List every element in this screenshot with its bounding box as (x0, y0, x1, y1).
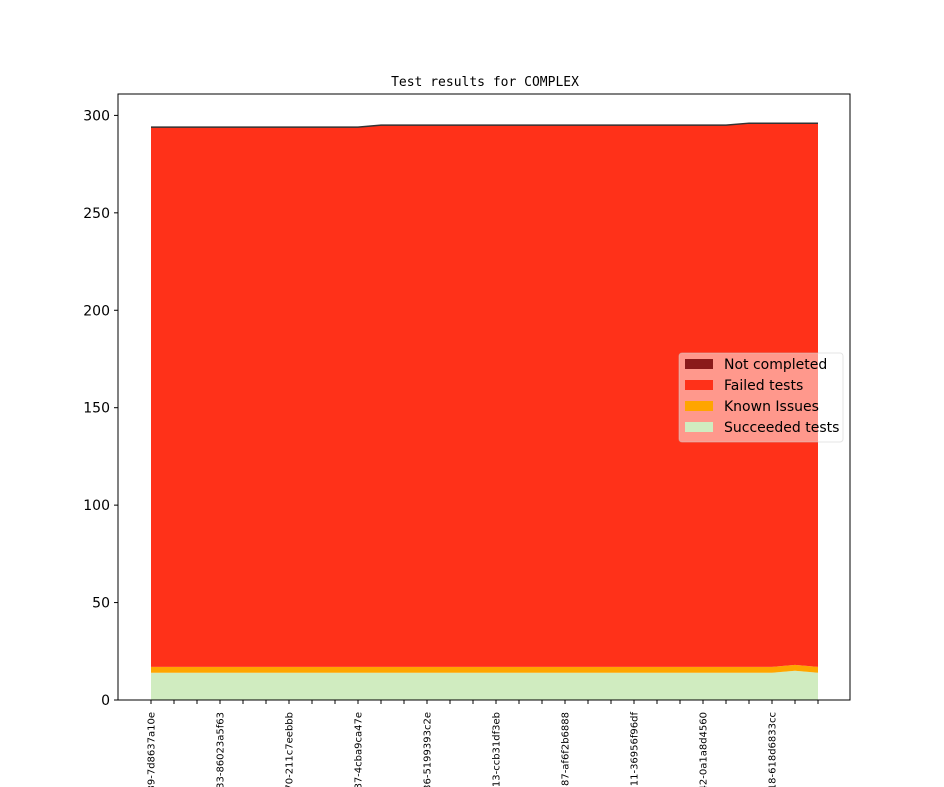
x-tick-label: 36-5199393c2e (423, 712, 434, 787)
x-tick-label: 87-af6f2b6888 (561, 712, 572, 786)
legend-box (678, 352, 844, 443)
x-tick-label: 18-618d6833cc (768, 712, 779, 787)
legend-swatch (685, 401, 713, 411)
x-axis: 39-7d8637a10e 33-86023a5f63 70-211c7eebbb 8… (147, 700, 819, 787)
y-tick-label: 200 (83, 303, 110, 319)
x-tick-label: 70-211c7eebbb (285, 712, 296, 787)
x-tick-label: 87-4cba9ca47e (354, 712, 365, 787)
x-tick-label: 11-36956f96df (630, 712, 641, 787)
plot-frame (117, 93, 851, 701)
y-tick-label: 150 (83, 401, 110, 417)
x-tick-label: 33-86023a5f63 (216, 712, 227, 787)
area-layers (151, 122, 818, 700)
y-tick-label: 100 (83, 498, 110, 514)
y-tick-label: 250 (83, 206, 110, 222)
x-tick-label: 42-0a1a8d4560 (699, 712, 710, 787)
area-failed-tests (151, 123, 818, 667)
x-tick-label: 13-ccb31df3eb (492, 712, 503, 787)
y-tick-label: 300 (83, 108, 110, 124)
chart-title: Test results for COMPLEX (391, 75, 579, 90)
legend-label: Known Issues (724, 399, 819, 415)
x-tick-label: 39-7d8637a10e (147, 712, 158, 787)
legend-label: Failed tests (724, 378, 803, 394)
legend: Not completed Failed tests Known Issues Suc… (678, 352, 844, 443)
legend-swatch (685, 422, 713, 432)
y-tick-label: 50 (92, 596, 110, 612)
y-axis: 0 50 100 150 200 250 300 (83, 108, 118, 709)
total-line (151, 122, 818, 128)
legend-swatch (685, 359, 713, 369)
y-tick-label: 0 (101, 693, 110, 709)
legend-label: Succeeded tests (724, 420, 839, 436)
area-succeeded-tests (151, 670, 818, 700)
legend-swatch (685, 380, 713, 390)
legend-label: Not completed (724, 357, 827, 373)
